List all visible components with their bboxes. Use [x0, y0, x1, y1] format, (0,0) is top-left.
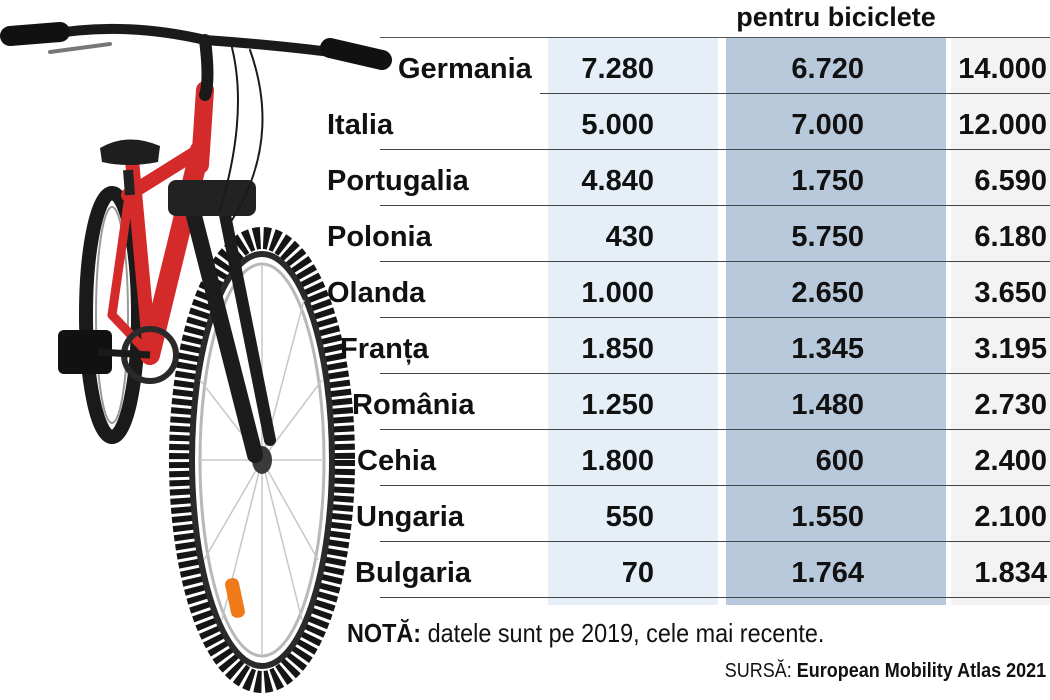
value-column-3: 6.590 [974, 165, 1047, 197]
value-column-2: 1.345 [791, 333, 864, 365]
country-label: Italia [327, 109, 394, 141]
value-column-1: 550 [605, 501, 654, 533]
value-column-2: 1.480 [791, 389, 864, 421]
value-column-1: 1.000 [581, 277, 654, 309]
table-row: Italia 5.000 7.000 12.000 [0, 94, 1050, 150]
saddle [100, 139, 160, 196]
row-separator [380, 149, 1050, 150]
value-column-1: 7.280 [581, 53, 654, 85]
row-separator [380, 597, 1050, 598]
note: NOTĂ: datele sunt pe 2019, cele mai rece… [347, 616, 824, 650]
table-row: Polonia 430 5.750 6.180 [0, 206, 1050, 262]
value-column-3: 12.000 [958, 109, 1047, 141]
header-separator [380, 37, 1050, 38]
table-row: Bulgaria 70 1.764 1.834 [0, 542, 1050, 598]
row-separator [380, 429, 1050, 430]
data-table: Germania 7.280 6.720 14.000 Italia 5.000 7.000… [0, 38, 1050, 598]
table-row: România 1.250 1.480 2.730 [0, 374, 1050, 430]
value-column-1: 1.850 [581, 333, 654, 365]
country-label: România [352, 389, 475, 421]
table-row: Ungaria 550 1.550 2.100 [0, 486, 1050, 542]
table-row: Olanda 1.000 2.650 3.650 [0, 262, 1050, 318]
country-label: Germania [398, 53, 532, 85]
country-label: Ungaria [356, 501, 464, 533]
country-label: Olanda [327, 277, 426, 309]
value-column-3: 2.400 [974, 445, 1047, 477]
value-column-3: 14.000 [958, 53, 1047, 85]
value-column-1: 1.250 [581, 389, 654, 421]
value-column-3: 2.730 [974, 389, 1047, 421]
country-label: Polonia [327, 221, 432, 253]
country-label: Bulgaria [355, 557, 472, 589]
row-separator [380, 317, 1050, 318]
value-column-1: 430 [605, 221, 654, 253]
note-label: NOTĂ: [347, 618, 422, 648]
value-column-1: 70 [621, 557, 654, 589]
country-label: Portugalia [327, 165, 469, 197]
column-2-header: pentru biciclete [736, 2, 936, 32]
row-separator [380, 485, 1050, 486]
row-separator [380, 261, 1050, 262]
source-text: European Mobility Atlas 2021 [796, 660, 1046, 682]
value-column-2: 5.750 [791, 221, 864, 253]
front-fork [168, 180, 276, 463]
value-column-3: 3.650 [974, 277, 1047, 309]
value-column-2: 1.764 [791, 557, 864, 589]
column-1-background [548, 38, 718, 605]
value-column-3: 1.834 [974, 557, 1047, 589]
value-column-3: 6.180 [974, 221, 1047, 253]
table-row: Germania 7.280 6.720 14.000 [0, 38, 1050, 94]
value-column-2: 1.750 [791, 165, 864, 197]
value-column-1: 1.800 [581, 445, 654, 477]
row-separator [380, 541, 1050, 542]
source-label: SURSĂ: [724, 660, 797, 682]
country-label: Cehia [357, 445, 436, 477]
value-column-3: 2.100 [974, 501, 1047, 533]
value-column-2: 600 [815, 445, 864, 477]
rear-wheel [79, 186, 145, 444]
column-2-background [726, 38, 946, 605]
column-3-background [951, 38, 1050, 605]
value-column-2: 2.650 [791, 277, 864, 309]
country-label: Franța [340, 333, 429, 365]
bicycle-icon [0, 22, 392, 693]
table-row: Portugalia 4.840 1.750 6.590 [0, 150, 1050, 206]
value-column-3: 3.195 [974, 333, 1047, 365]
table-row: Cehia 1.800 600 2.400 [0, 430, 1050, 486]
handlebar [0, 22, 392, 221]
note-text: datele sunt pe 2019, cele mai recente. [421, 618, 825, 648]
row-separator [380, 205, 1050, 206]
value-column-1: 5.000 [581, 109, 654, 141]
source: SURSĂ: European Mobility Atlas 2021 [725, 658, 1046, 684]
value-column-1: 4.840 [581, 165, 654, 197]
value-column-2: 1.550 [791, 501, 864, 533]
row-separator [540, 93, 1050, 94]
value-column-2: 6.720 [791, 53, 864, 85]
row-separator [380, 373, 1050, 374]
table-row: Franța 1.850 1.345 3.195 [0, 318, 1050, 374]
value-column-2: 7.000 [791, 109, 864, 141]
crankset [58, 326, 179, 384]
